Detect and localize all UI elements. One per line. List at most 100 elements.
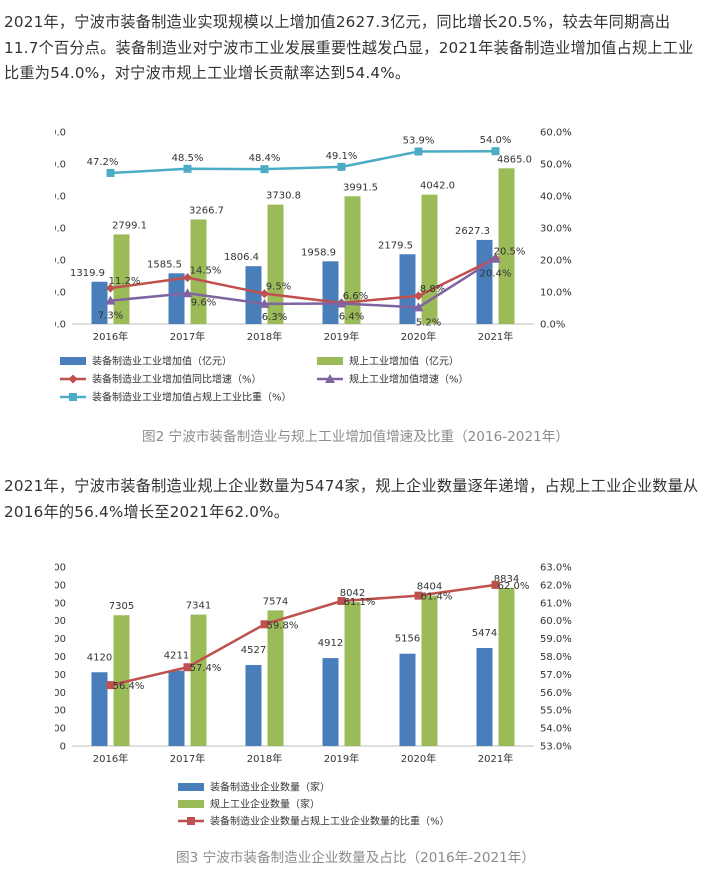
bar-data-label: 1806.4 [224, 252, 259, 263]
bar-equipment [168, 273, 185, 324]
line-data-label: 11.2% [109, 276, 141, 287]
left-axis-tick-label: 3000.0 [55, 224, 66, 235]
bar-data-label: 8042 [340, 588, 365, 599]
line-point [491, 580, 500, 589]
bar-equipment [476, 239, 493, 324]
line-point [414, 291, 423, 301]
line-data-label: 59.8% [267, 620, 299, 631]
bar-data-label: 3730.8 [266, 191, 301, 202]
left-axis-tick-label: 1000 [55, 724, 66, 735]
bar-data-label: 3266.7 [189, 205, 224, 216]
line-point [337, 597, 346, 606]
left-axis-tick-label: 2000 [55, 706, 66, 717]
line-data-label: 6.6% [343, 291, 368, 302]
left-axis-tick-label: 0.0 [55, 320, 66, 331]
bar-industry [113, 615, 130, 746]
left-axis-tick-label: 2000.0 [55, 256, 66, 267]
paragraph-equipment-value-added: 2021年，宁波市装备制造业实现规模以上增加值2627.3亿元，同比增长20.5… [4, 13, 694, 83]
x-axis-tick-label: 2016年 [93, 752, 128, 765]
line-data-label: 56.4% [113, 681, 145, 692]
bar-data-label: 4527 [241, 645, 266, 656]
bar-equipment [399, 653, 416, 746]
right-axis-tick-label: 10.0% [540, 288, 572, 299]
left-axis-tick-label: 5000.0 [55, 160, 66, 171]
line-data-label: 61.4% [421, 592, 453, 603]
left-axis-tick-label: 8000 [55, 598, 66, 609]
left-axis-tick-label: 0 [60, 742, 66, 753]
x-axis-tick-label: 2017年 [170, 752, 205, 765]
line-point [337, 162, 346, 171]
bar-industry [344, 602, 361, 746]
legend-label: 装备制造业企业数量占规上工业企业数量的比重（%） [210, 815, 450, 828]
line-point [260, 289, 269, 299]
line-data-label: 14.5% [190, 266, 222, 277]
line-data-label: 62.0% [498, 581, 530, 592]
line-data-label: 49.1% [326, 151, 358, 162]
bar-industry [498, 587, 515, 746]
line-point [260, 620, 269, 629]
x-axis-tick-label: 2018年 [247, 752, 282, 765]
line-point [183, 273, 192, 283]
x-axis-tick-label: 2020年 [401, 330, 436, 343]
left-axis-tick-label: 4000.0 [55, 192, 66, 203]
line-data-label: 47.2% [87, 157, 119, 168]
right-axis-tick-label: 50.0% [540, 160, 572, 171]
legend-label: 规上工业企业数量（家） [210, 798, 320, 811]
bar-data-label: 7341 [186, 601, 211, 612]
bar-data-label: 4912 [318, 638, 343, 649]
bar-industry [344, 196, 361, 324]
x-axis-tick-label: 2019年 [324, 330, 359, 343]
right-axis-tick-label: 62.0% [540, 580, 572, 591]
line-data-label: 20.5% [494, 246, 526, 257]
line-data-label: 9.5% [266, 282, 291, 293]
line-point [490, 253, 501, 263]
left-axis-tick-label: 10000 [55, 563, 66, 574]
bar-equipment [476, 648, 493, 746]
right-axis-tick-label: 55.0% [540, 706, 572, 717]
bar-equipment [91, 281, 108, 324]
bar-industry [190, 614, 207, 746]
line-data-label: 53.9% [403, 136, 435, 147]
bar-equipment [322, 261, 339, 324]
legend-marker [69, 393, 77, 401]
line-point [491, 147, 500, 156]
left-axis-tick-label: 5000 [55, 652, 66, 663]
bar-equipment [168, 670, 185, 746]
bar-data-label: 4042.0 [420, 181, 455, 192]
line-data-label: 48.4% [249, 153, 281, 164]
left-axis-tick-label: 1000.0 [55, 288, 66, 299]
right-axis-tick-label: 59.0% [540, 634, 572, 645]
line-point [413, 302, 424, 312]
bar-data-label: 7305 [109, 601, 134, 612]
line-point [183, 663, 192, 672]
line-data-label: 48.5% [172, 153, 204, 164]
line-data-label: 20.4% [480, 269, 512, 280]
figure-caption-3: 图3 宁波市装备制造业企业数量及占比（2016年-2021年） [176, 850, 535, 866]
bar-data-label: 2179.5 [378, 240, 413, 251]
bar-equipment [245, 266, 262, 324]
right-axis-tick-label: 53.0% [540, 742, 572, 753]
legend-swatch [317, 357, 343, 365]
bar-equipment [245, 664, 262, 746]
x-axis-tick-label: 2020年 [401, 752, 436, 765]
bar-data-label: 5474 [472, 628, 497, 639]
right-axis-tick-label: 63.0% [540, 563, 572, 574]
right-axis-tick-label: 40.0% [540, 192, 572, 203]
line-point [260, 165, 269, 174]
line-point [106, 283, 115, 293]
bar-equipment [322, 658, 339, 746]
x-axis-tick-label: 2016年 [93, 330, 128, 343]
bar-data-label: 7574 [263, 596, 288, 607]
legend-swatch [178, 783, 204, 791]
legend-swatch [60, 357, 86, 365]
left-axis-tick-label: 9000 [55, 580, 66, 591]
bar-data-label: 4865.0 [497, 154, 532, 165]
chart-value-added-growth: 0.0 1000.0 2000.0 3000.0 4000.0 5000.0 6000.0 0… [55, 128, 572, 404]
x-axis-tick-label: 2019年 [324, 752, 359, 765]
bar-industry [267, 204, 284, 324]
bar-data-label: 2627.3 [455, 226, 490, 237]
series-line [110, 583, 496, 687]
right-axis-tick-label: 57.0% [540, 670, 572, 681]
bar-equipment [399, 254, 416, 324]
series-line [110, 257, 497, 309]
